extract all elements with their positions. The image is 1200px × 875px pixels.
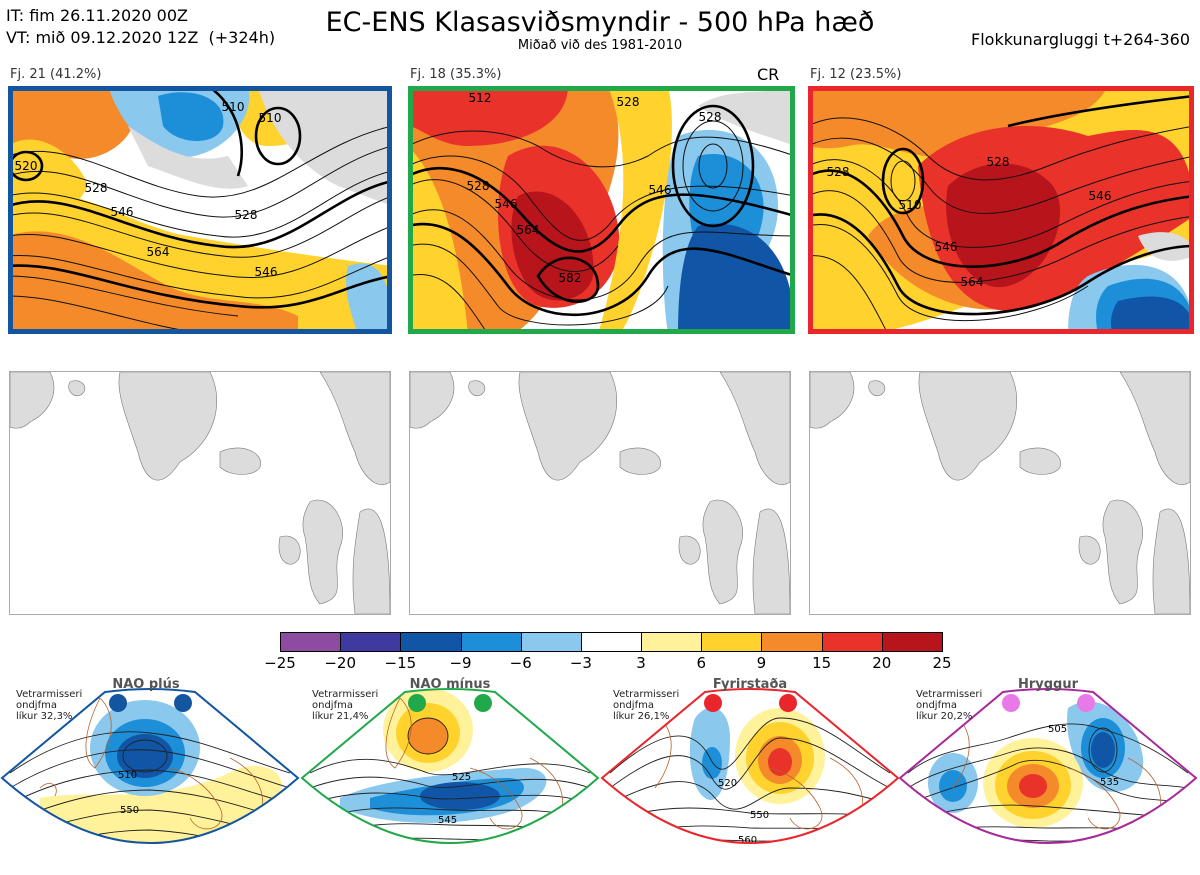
cluster-3-map: 528 528 510 546 546 564 (808, 86, 1194, 334)
blocking-contour-label: 520 (718, 778, 737, 789)
cluster-3-contour-label: 546 (935, 240, 958, 254)
cluster-1-contour-label: 546 (255, 265, 278, 279)
colorbar-tick-label: 9 (756, 654, 767, 672)
ridge-contour-label: 505 (1048, 724, 1067, 735)
regime-dot (408, 694, 426, 712)
colorbar-swatch (580, 632, 643, 652)
cluster-2-contour-label: 564 (517, 223, 540, 237)
cluster-2-frame (408, 86, 795, 334)
classification-window: Flokkunargluggi t+264-360 (971, 30, 1190, 49)
colorbar-swatch (280, 632, 342, 652)
blocking-probability: Vetrarmisseri ondjfma líkur 26,1% (613, 689, 680, 722)
page-title: EC-ENS Klasasviðsmyndir - 500 hPa hæð (325, 7, 875, 38)
cluster-1-contour-label: 546 (111, 205, 134, 219)
colorbar-swatch (520, 632, 582, 652)
regime-dot (1077, 694, 1095, 712)
colorbar-tick-label: −15 (384, 654, 417, 672)
cluster-3-label: Fj. 12 (23.5%) (810, 67, 902, 82)
basemap-panel-1 (9, 371, 391, 615)
regime-dot (109, 694, 127, 712)
cluster-1-frame (8, 86, 392, 334)
nao-minus-contour-label: 525 (452, 772, 471, 783)
ridge-contour-label: 560 (1094, 837, 1113, 848)
colorbar-tick-label: −20 (324, 654, 356, 672)
cluster-1-contour-label: 528 (85, 181, 108, 195)
colorbar-tick-label: 6 (696, 654, 707, 672)
regime-ridge: 505 535 560 Hryggur Vetrarmisseri ondjfm… (898, 678, 1200, 871)
regime-nao-minus: 525 545 565 NAO mínus Vetrarmisseri ondj… (300, 678, 602, 871)
cluster-2-contour-label: 528 (617, 95, 640, 109)
blocking-contour-label: 550 (750, 810, 769, 821)
regime-blocking: 520 550 560 Fyrirstaða Vetrarmisseri ond… (600, 678, 902, 871)
cluster-3-frame (808, 86, 1194, 334)
colorbar-tick-label: 25 (932, 654, 952, 672)
colorbar-swatch (701, 632, 763, 652)
nao-minus-contour-label: 545 (438, 815, 457, 826)
nao-plus-probability: Vetrarmisseri ondjfma líkur 32,3% (16, 689, 83, 722)
cluster-3-contour-label: 564 (961, 275, 984, 289)
colorbar-tick-label: 3 (636, 654, 646, 672)
regime-dot (779, 694, 797, 712)
colorbar-swatch (821, 632, 883, 652)
cluster-1-label: Fj. 21 (41.2%) (10, 67, 102, 82)
colorbar-tick-label: 20 (872, 654, 892, 672)
initial-time: IT: fim 26.11.2020 00Z (6, 6, 188, 25)
nao-minus-contour-label: 565 (447, 850, 466, 861)
cluster-1-contour-label: 510 (222, 100, 245, 114)
blocking-title: Fyrirstaða (712, 677, 788, 692)
cluster-2-label: Fj. 18 (35.3%) (410, 67, 502, 82)
ridge-title: Hryggur (1017, 677, 1079, 692)
nao-plus-contour-label: 550 (120, 805, 139, 816)
nao-minus-title: NAO mínus (409, 677, 491, 692)
ridge-contour-label: 535 (1100, 777, 1119, 788)
colorbar-tick-label: 15 (812, 654, 832, 672)
regime-row: 510 550 NAO plús Vetrarmisseri ondjfma l… (0, 678, 1200, 871)
cluster-2-contour-label: 528 (467, 179, 490, 193)
cluster-1-contour-label: 564 (147, 245, 170, 259)
colorbar-labels: −25 −20 −15 −9 −6 −3 3 6 9 15 20 25 (260, 655, 962, 673)
cluster-2-contour-label: 528 (699, 110, 722, 124)
regime-dot (474, 694, 492, 712)
cluster-1-contour-label: 510 (259, 111, 282, 125)
colorbar-swatch (340, 632, 402, 652)
nao-plus-title: NAO plús (112, 677, 180, 692)
colorbar-tick-label: −25 (264, 654, 296, 672)
colorbar-swatch (460, 632, 522, 652)
cluster-3-contour-label: 528 (827, 165, 850, 179)
forecast-times: IT: fim 26.11.2020 00Z VT: mið 09.12.2020… (6, 5, 275, 49)
cluster-1-contour-label: 528 (235, 208, 258, 222)
colorbar-swatch (400, 632, 462, 652)
control-run-marker: CR (757, 65, 780, 84)
cluster-3-contour-label: 510 (899, 198, 922, 212)
regime-dot (1002, 694, 1020, 712)
colorbar (280, 632, 943, 652)
colorbar-swatch (641, 632, 703, 652)
basemap-panel-2 (409, 371, 791, 615)
valid-time: VT: mið 09.12.2020 12Z (+324h) (6, 28, 276, 47)
cluster-3-contour-label: 528 (987, 155, 1010, 169)
regime-dot (174, 694, 192, 712)
cluster-2-contour-label: 546 (495, 197, 518, 211)
nao-plus-contour-label: 510 (118, 770, 137, 781)
colorbar-tick-label: −9 (449, 654, 472, 672)
blocking-contour-label: 560 (738, 835, 757, 846)
climatology-subtitle: Miðað við des 1981-2010 (517, 38, 683, 53)
cluster-2-contour-label: 512 (469, 91, 492, 105)
ridge-probability: Vetrarmisseri ondjfma líkur 20,2% (916, 689, 983, 722)
basemap-panel-3 (809, 371, 1191, 615)
cluster-3-contour-label: 546 (1089, 189, 1112, 203)
regime-dot (704, 694, 722, 712)
cluster-2-map: 512 528 528 546 564 582 528 546 (408, 86, 795, 334)
cluster-1-contour-label: 520 (15, 159, 38, 173)
cluster-2-contour-label: 582 (559, 271, 582, 285)
nao-minus-probability: Vetrarmisseri ondjfma líkur 21,4% (312, 689, 379, 722)
cluster-1-map: 520 510 510 528 546 528 564 546 (8, 86, 392, 334)
colorbar-swatch (761, 632, 823, 652)
cluster-2-contour-label: 546 (649, 183, 672, 197)
regime-nao-plus: 510 550 NAO plús Vetrarmisseri ondjfma l… (0, 678, 302, 871)
colorbar-swatch (881, 632, 943, 652)
colorbar-tick-label: −3 (569, 654, 592, 672)
colorbar-tick-label: −6 (509, 654, 532, 672)
